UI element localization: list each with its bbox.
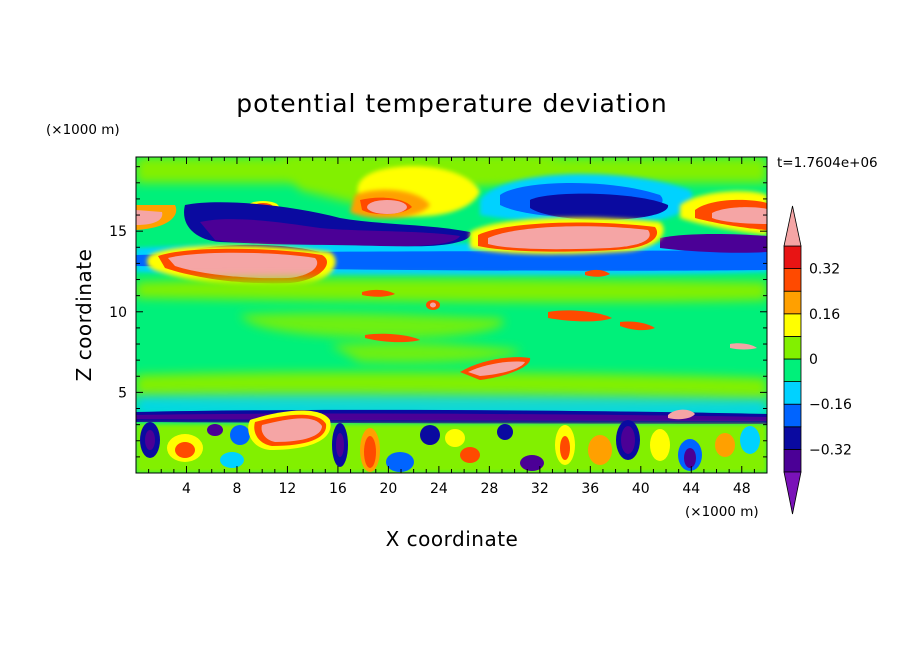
x-tick-label: 8	[232, 481, 241, 497]
x-tick-label: 28	[480, 481, 498, 497]
contour-region	[468, 361, 525, 376]
boundary-layer-eddies	[140, 409, 760, 472]
contour-region	[364, 436, 376, 468]
contour-region	[650, 429, 670, 461]
x-tick-label: 48	[733, 481, 751, 497]
colorbar-bin	[783, 245, 802, 270]
contour-region	[230, 425, 250, 445]
x-unit-label: (×1000 m)	[685, 504, 759, 520]
chart-title: potential temperature deviation	[236, 89, 667, 118]
contour-region	[712, 207, 767, 224]
y-unit-label: (×1000 m)	[46, 122, 120, 138]
contour-region	[200, 219, 460, 247]
contour-region	[620, 321, 655, 331]
contour-region	[136, 210, 163, 225]
contour-region	[207, 424, 223, 436]
y-tick-label: 5	[118, 385, 127, 401]
colorbar-tick-label: −0.16	[809, 397, 852, 413]
contour-region	[430, 302, 436, 308]
colorbar: 0.32 0.16 0 −0.16 −0.32	[783, 205, 852, 515]
x-axis-label: X coordinate	[386, 527, 519, 551]
contour-region	[330, 342, 520, 363]
contour-region	[560, 436, 570, 460]
x-tick-label: 24	[430, 481, 448, 497]
contour-region	[365, 333, 420, 343]
contour-region	[220, 452, 244, 468]
x-tick-label: 20	[379, 481, 397, 497]
contour-region	[362, 289, 395, 297]
contour-region	[684, 448, 696, 468]
x-tick-label: 40	[632, 481, 650, 497]
colorbar-bin	[783, 358, 802, 383]
x-axis: 4 8 12 16 20 24 28 32 36 40 44 48	[148, 157, 755, 497]
x-tick-label: 32	[531, 481, 549, 497]
y-tick-label: 10	[109, 305, 127, 321]
contour-region	[488, 226, 650, 250]
contour-region	[145, 430, 155, 450]
x-tick-label: 16	[329, 481, 347, 497]
contour-region	[715, 433, 735, 457]
contour-region	[175, 442, 195, 458]
colorbar-top-arrow	[783, 205, 802, 247]
x-tick-label: 12	[279, 481, 297, 497]
contour-region	[668, 409, 695, 420]
colorbar-tick-label: 0.32	[809, 262, 840, 278]
contour-region	[420, 425, 440, 445]
contour-region	[240, 312, 504, 339]
colorbar-tick-label: −0.32	[809, 442, 852, 458]
contour-region	[730, 343, 757, 350]
contour-region	[367, 200, 407, 214]
x-tick-label: 36	[581, 481, 599, 497]
colorbar-bin	[783, 448, 802, 473]
contour-region	[621, 426, 635, 454]
contour-region	[168, 252, 318, 279]
x-tick-label: 44	[682, 481, 700, 497]
time-label: t=1.7604e+06	[777, 155, 878, 171]
contour-region	[548, 310, 612, 322]
colorbar-tick-label: 0.16	[809, 307, 840, 323]
contour-region	[460, 447, 480, 463]
colorbar-bin	[783, 290, 802, 315]
colorbar-bin	[783, 268, 802, 292]
contour-region	[497, 424, 513, 440]
contour-region	[585, 269, 610, 277]
contour-region	[445, 429, 465, 447]
contour-region	[530, 193, 669, 220]
colorbar-bin	[783, 313, 802, 337]
contour-plot-area	[136, 157, 767, 473]
colorbar-bin	[783, 426, 802, 450]
contour-region	[740, 426, 760, 454]
contour-region	[660, 234, 767, 253]
colorbar-bin	[783, 335, 802, 360]
colorbar-bottom-arrow	[783, 471, 802, 515]
colorbar-bin	[783, 403, 802, 428]
contour-region	[520, 455, 544, 471]
contour-region	[588, 435, 612, 465]
colorbar-tick-label: 0	[809, 352, 818, 368]
y-axis-label: Z coordinate	[72, 249, 96, 382]
contour-region	[136, 278, 767, 303]
colorbar-bin	[783, 381, 802, 405]
contour-region	[386, 452, 414, 472]
y-tick-label: 15	[109, 224, 127, 240]
y-axis: 5 10 15	[109, 166, 767, 458]
contour-region	[261, 418, 322, 442]
x-tick-label: 4	[182, 481, 191, 497]
contour-region	[336, 433, 344, 457]
